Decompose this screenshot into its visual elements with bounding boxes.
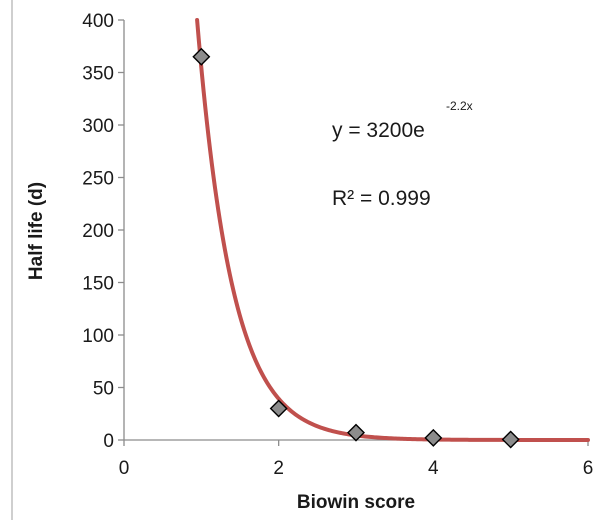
y-tick-label: 300 [82,116,114,137]
data-point [269,399,288,418]
y-tick-label: 250 [82,169,114,190]
data-point [424,428,443,447]
data-point [192,47,211,66]
equation-label: y = 3200e [332,119,425,142]
equation-exponent: -2.2x [446,99,473,113]
y-axis-title: Half life (d) [26,182,47,280]
y-tick-label: 50 [93,379,114,400]
x-tick-label: 0 [119,458,130,479]
r-squared-label: R² = 0.999 [332,187,431,210]
x-tick-label: 4 [428,458,439,479]
x-tick-label: 2 [273,458,284,479]
y-tick-label: 200 [82,221,114,242]
y-tick-label: 0 [103,431,114,452]
exponential-trendline [195,18,590,442]
data-point [347,423,365,442]
trendline-group [195,18,590,442]
x-axis-title: Biowin score [297,492,415,513]
y-tick-label: 150 [82,274,114,295]
y-tick-label: 350 [82,64,114,85]
axes: 0 50 100 150 200 250 300 350 400 0 2 4 6 [82,11,593,479]
data-point [501,430,520,449]
markers-group [192,47,520,449]
y-tick-label: 400 [82,11,114,32]
x-tick-label: 6 [583,458,594,479]
y-tick-label: 100 [82,326,114,347]
